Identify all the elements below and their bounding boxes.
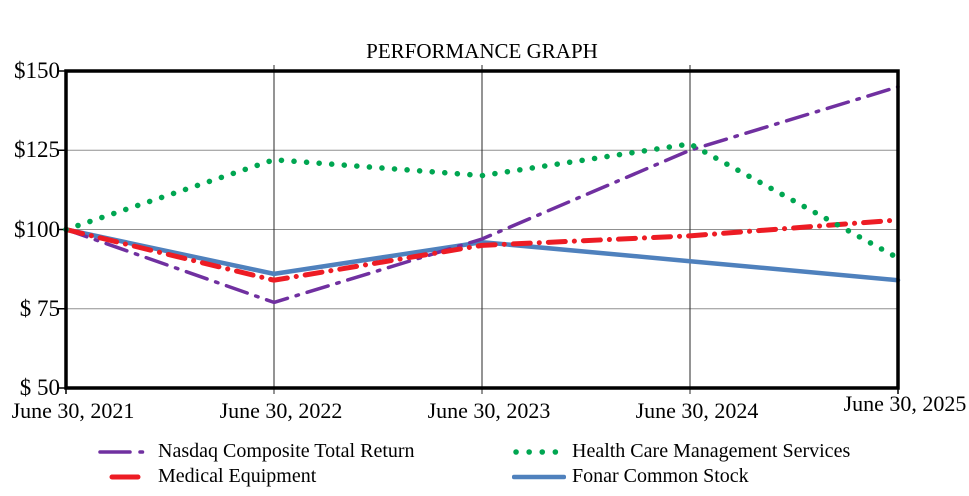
legend-item-nasdaq-composite-total-return: Nasdaq Composite Total Return xyxy=(98,439,415,464)
y-axis-label: $100 xyxy=(14,216,60,242)
y-axis-label: $ 75 xyxy=(19,295,60,321)
legend-column-left: Nasdaq Composite Total Return Medical Eq… xyxy=(98,439,415,489)
x-axis-label: June 30, 2021 xyxy=(11,398,135,423)
plot-border xyxy=(64,69,900,390)
series-line-medical-equipment xyxy=(63,217,901,283)
legend-item-health-care-management-services: Health Care Management Services xyxy=(512,439,850,464)
health-care-dotted-line-icon xyxy=(513,449,561,455)
x-axis-label: June 30, 2022 xyxy=(219,398,343,423)
y-axis-label: $ 50 xyxy=(19,375,60,400)
legend-label: Fonar Common Stock xyxy=(572,465,749,487)
legend-label: Health Care Management Services xyxy=(572,440,851,462)
medical-equipment-dash-line-icon xyxy=(109,474,141,480)
legend-label: Nasdaq Composite Total Return xyxy=(158,440,415,462)
series-line-nasdaq-composite-total-return xyxy=(64,85,900,305)
y-axis-label: $150 xyxy=(14,58,60,83)
chart-title: PERFORMANCE GRAPH xyxy=(366,39,598,63)
x-axis-label: June 30, 2024 xyxy=(635,398,759,423)
x-axis-label: June 30, 2025 xyxy=(843,391,967,416)
y-axis-label: $125 xyxy=(14,137,60,163)
fonar-solid-line-icon xyxy=(512,474,566,480)
legend-item-fonar-common-stock: Fonar Common Stock xyxy=(512,464,850,489)
legend-label: Medical Equipment xyxy=(158,465,317,487)
legend-item-medical-equipment: Medical Equipment xyxy=(98,464,415,489)
series-line-fonar-common-stock xyxy=(63,227,901,283)
legend-column-right: Health Care Management Services Fonar Co… xyxy=(512,439,850,489)
nasdaq-dash-dot-line-icon xyxy=(98,450,152,454)
series-line-health-care-management-services xyxy=(63,141,901,261)
x-axis-label: June 30, 2023 xyxy=(427,398,551,423)
